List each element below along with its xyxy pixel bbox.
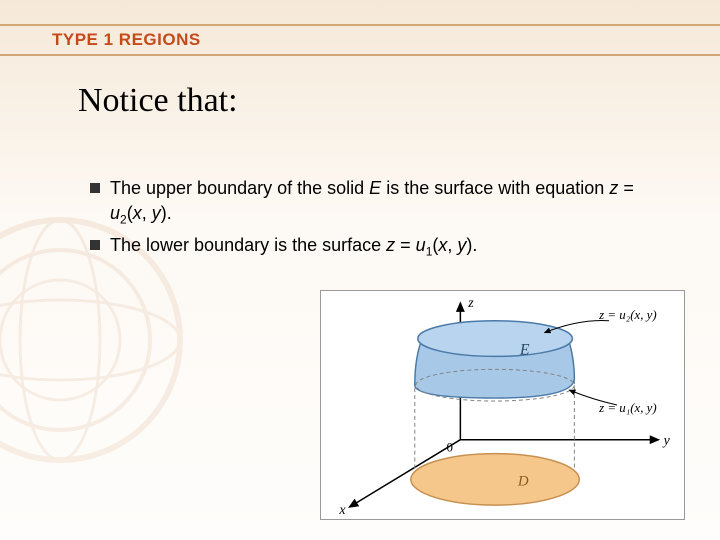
- bullet-marker: [90, 183, 100, 193]
- main-heading: Notice that:: [78, 82, 238, 120]
- z-label: z: [467, 296, 474, 311]
- bullet-marker: [90, 240, 100, 250]
- bullet-text: The upper boundary of the solid E is the…: [110, 176, 650, 229]
- d-label: D: [517, 473, 529, 489]
- bullet-list: The upper boundary of the solid E is the…: [90, 176, 650, 264]
- u2-label: z = u₂(x, y): [598, 308, 657, 322]
- top-surface: [418, 321, 573, 357]
- header-top-line: [0, 24, 720, 26]
- region-d: [411, 454, 580, 506]
- u1-label: z = u₁(x, y): [598, 401, 657, 415]
- header-bottom-line: [0, 54, 720, 56]
- e-label: E: [519, 341, 530, 358]
- header-title: TYPE 1 REGIONS: [52, 30, 201, 50]
- bullet-item: The upper boundary of the solid E is the…: [90, 176, 650, 229]
- origin-label: 0: [446, 441, 452, 455]
- figure-3d-region: z x y 0 E D z = u₂(x, y) z = u₁(x, y): [320, 290, 685, 520]
- x-label: x: [338, 503, 346, 518]
- y-label: y: [662, 434, 671, 449]
- bullet-item: The lower boundary is the surface z = u1…: [90, 233, 650, 260]
- bullet-text: The lower boundary is the surface z = u1…: [110, 233, 477, 260]
